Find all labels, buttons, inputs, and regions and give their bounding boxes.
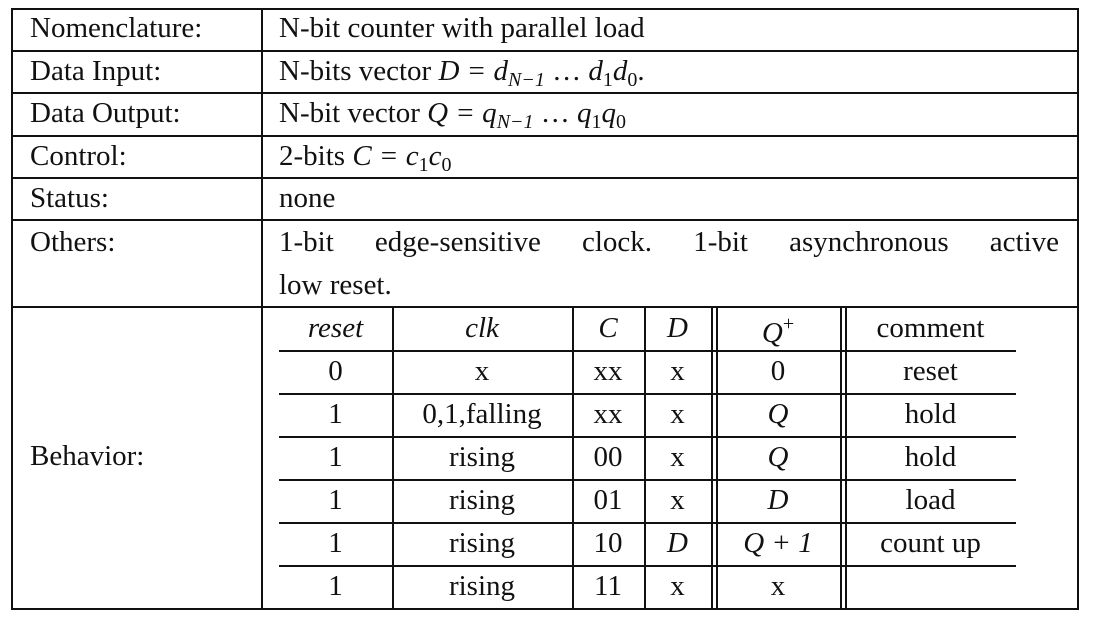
cell-d: x [670,570,685,602]
cell-clk: rising [448,570,516,602]
behavior-row-line [279,393,1016,395]
table-border-right [1077,8,1079,609]
value-others-line1: 1-bit edge-sensitive clock. 1-bit asynch… [279,226,1059,258]
cell-comment: reset [903,355,958,387]
table-border-bottom [11,608,1079,610]
value-nomenclature: N-bit counter with parallel load [279,12,645,44]
value-data-output: N-bit vector Q = qN−1 … q1q0 [279,97,627,133]
label-data-output: Data Output: [30,97,181,129]
cell-reset: 1 [328,398,343,430]
cell-comment: hold [904,398,957,430]
cell-c: 10 [593,527,623,559]
row-divider [11,219,1079,221]
behavior-row-line [279,522,1016,524]
behavior-col-line [840,307,842,608]
cell-clk: rising [448,484,516,516]
row-divider [11,306,1079,308]
row-divider [11,177,1079,179]
cell-clk: rising [448,527,516,559]
behavior-row-line [279,350,1016,352]
cell-comment: hold [904,441,957,473]
table-border-top [11,8,1079,10]
behavior-col-line [572,307,574,608]
row-divider [11,50,1079,52]
cell-reset: 1 [328,484,343,516]
header-reset: reset [307,312,364,344]
behavior-row-line [279,565,1016,567]
value-data-input: N-bits vector D = dN−1 … d1d0. [279,55,645,91]
cell-reset: 1 [328,570,343,602]
label-control: Control: [30,140,127,172]
label-behavior: Behavior: [30,440,145,472]
header-clk: clk [465,312,499,344]
behavior-row-line [279,436,1016,438]
cell-comment: load [905,484,956,516]
table-border-left [11,8,13,609]
value-others-line2: low reset. [279,269,392,301]
cell-q-next: Q + 1 [743,527,813,559]
behavior-col-line [716,307,718,608]
cell-d: D [667,527,688,559]
cell-c: xx [593,398,623,430]
cell-q-next: 0 [770,355,786,387]
cell-d: x [670,484,685,516]
cell-c: 11 [594,570,622,602]
cell-clk: rising [448,441,516,473]
behavior-col-line [711,307,713,608]
label-data-input: Data Input: [30,55,162,87]
cell-clk: 0,1,falling [422,398,542,430]
cell-clk: x [474,355,490,387]
cell-q-next: Q [767,398,789,430]
header-q-plus: Q+ [761,313,795,349]
header-d: D [667,312,688,344]
cell-c: 00 [593,441,623,473]
header-c: C [598,312,618,344]
row-divider [11,135,1079,137]
row-divider [11,92,1079,94]
cell-d: x [670,398,685,430]
label-nomenclature: Nomenclature: [30,12,203,44]
header-comment: comment [876,312,985,344]
column-divider [261,8,263,609]
cell-comment: count up [880,527,981,559]
behavior-col-line [644,307,646,608]
cell-reset: 1 [328,441,343,473]
cell-reset: 0 [328,355,343,387]
behavior-row-line [279,479,1016,481]
cell-d: x [670,355,685,387]
value-status: none [279,182,336,214]
label-status: Status: [30,182,109,214]
label-others: Others: [30,226,116,258]
cell-d: x [670,441,685,473]
value-control: 2-bits C = c1c0 [279,140,452,176]
cell-q-next: Q [767,441,789,473]
cell-q-next: D [767,484,789,516]
cell-c: xx [593,355,623,387]
cell-reset: 1 [328,527,343,559]
cell-c: 01 [593,484,623,516]
cell-q-next: x [770,570,786,602]
behavior-col-line [845,307,847,608]
behavior-col-line [392,307,394,608]
